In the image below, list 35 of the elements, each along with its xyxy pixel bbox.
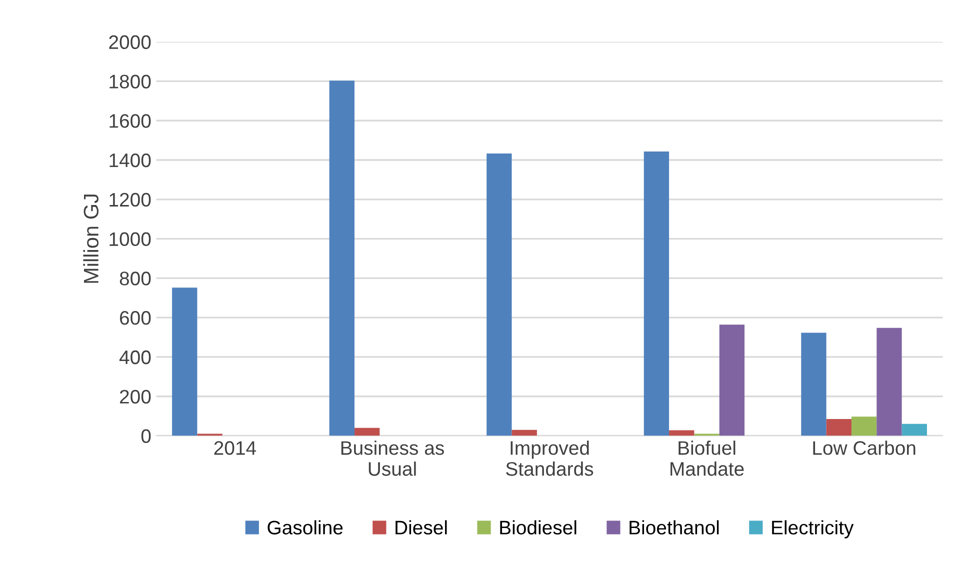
y-tick-label: 1000: [110, 232, 151, 246]
x-tick-label: Improved Standards: [506, 440, 594, 476]
legend-label: Bioethanol: [630, 520, 719, 534]
y-tick-label: 200: [120, 390, 151, 404]
x-tick-label: 2014: [214, 441, 256, 455]
legend-label: Gasoline: [268, 520, 343, 534]
legend-label: Biodiesel: [500, 520, 576, 534]
x-tick-label: Low Carbon: [813, 440, 916, 455]
y-tick-label: 800: [120, 272, 151, 286]
bar: [801, 332, 826, 436]
bar: [669, 430, 694, 436]
y-tick-label: 0: [141, 429, 151, 443]
y-tick-label: 2000: [109, 35, 151, 50]
bar: [172, 288, 198, 436]
y-tick-label: 600: [120, 311, 151, 325]
bar: [851, 416, 877, 436]
legend-label: Diesel: [396, 520, 447, 534]
bar: [329, 80, 354, 436]
bar: [512, 430, 537, 436]
x-tick-label: Biofuel Mandate: [670, 440, 744, 476]
y-tick-label: 400: [119, 350, 151, 364]
y-tick-label: 1400: [110, 153, 151, 168]
x-tick-label: Business as Usual: [341, 440, 444, 476]
bar: [719, 324, 745, 436]
bar: [354, 428, 380, 436]
bar: [644, 152, 670, 436]
y-tick-label: 1600: [110, 114, 151, 128]
y-axis-title: Million GJ: [83, 194, 99, 283]
bar: [826, 419, 852, 436]
y-tick-label: 1800: [110, 74, 151, 88]
bar: [486, 154, 512, 436]
y-tick-label: 1200: [110, 192, 151, 207]
legend-label: Electricity: [772, 520, 854, 538]
bar: [902, 424, 927, 436]
bar: [876, 328, 902, 436]
